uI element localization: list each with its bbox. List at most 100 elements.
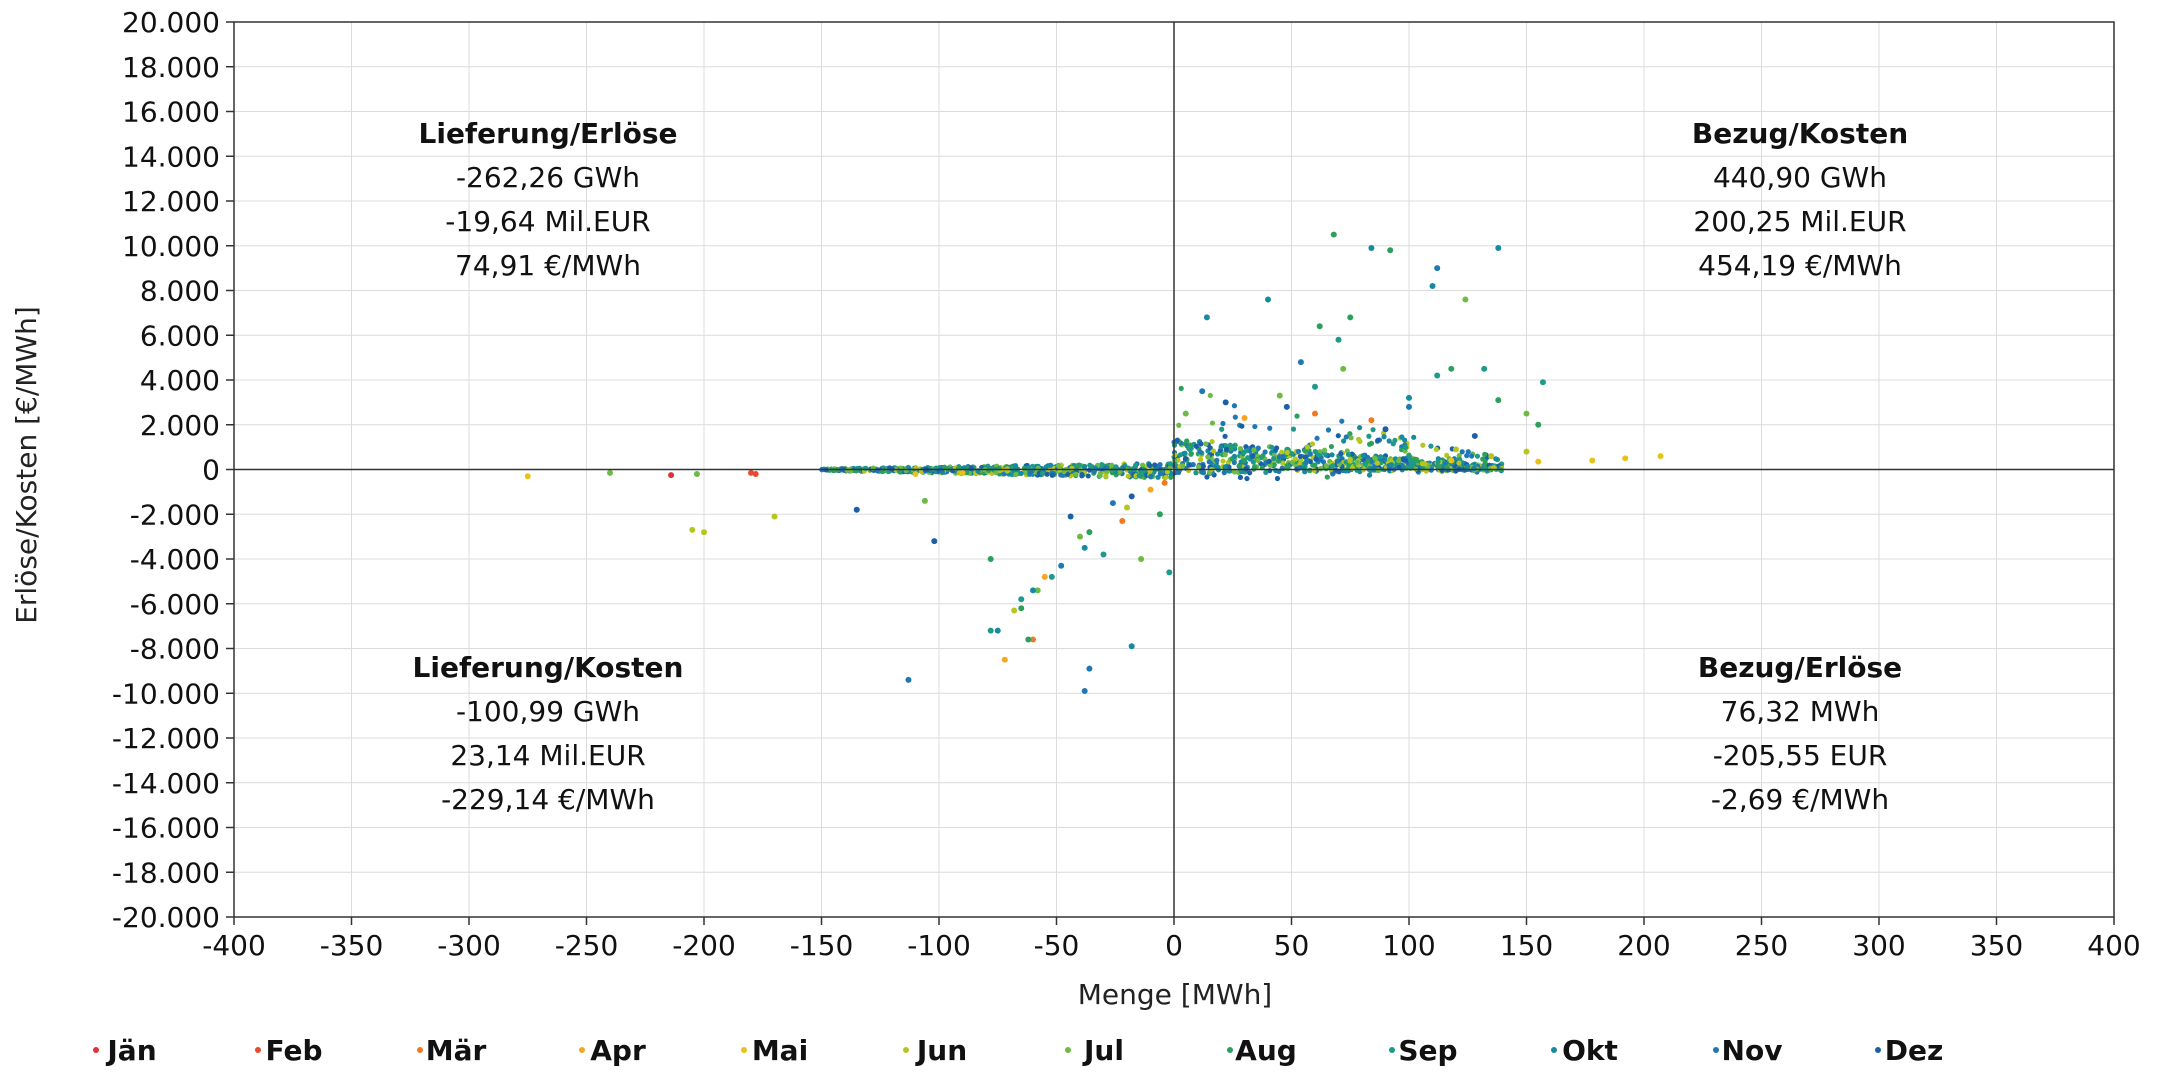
legend-marker <box>1065 1047 1071 1053</box>
legend-label: Mär <box>426 1034 487 1067</box>
data-point <box>1124 504 1130 511</box>
dense-point <box>1465 449 1471 455</box>
legend-item: Sep <box>1389 1034 1458 1067</box>
dense-point <box>1284 449 1290 456</box>
dense-point <box>1339 418 1345 424</box>
data-point <box>1535 421 1542 428</box>
dense-point <box>1289 459 1295 465</box>
dense-point <box>1210 448 1217 454</box>
dense-point <box>1297 453 1303 460</box>
tick-labels: -400 -350 -300 -250 -200 -150 -100 -50 0 50 100 150… <box>112 6 2141 962</box>
dense-point <box>1193 470 1199 476</box>
data-point <box>1034 587 1041 594</box>
dense-point <box>1329 452 1335 458</box>
data-point <box>931 538 938 545</box>
y-tick-label: -12.000 <box>112 722 220 755</box>
data-point <box>1265 296 1271 303</box>
dense-point <box>1410 461 1416 467</box>
dense-point <box>1218 444 1224 450</box>
dense-point <box>1252 464 1258 470</box>
quadrant-line: -205,55 EUR <box>1713 739 1888 772</box>
x-tick-label: -50 <box>1034 929 1080 962</box>
dense-point <box>1294 413 1300 419</box>
dense-point <box>1493 456 1499 462</box>
quadrant-line: -100,99 GWh <box>456 695 640 728</box>
quadrant-label-top-left: Lieferung/Erlöse -262,26 GWh -19,64 Mil.… <box>419 117 678 282</box>
legend-item: Jul <box>1065 1034 1124 1067</box>
dense-point <box>986 467 992 473</box>
data-point <box>1161 479 1168 486</box>
dense-point <box>1428 443 1434 449</box>
dense-point <box>1018 470 1024 477</box>
data-point <box>912 470 919 477</box>
dense-point <box>1399 434 1405 440</box>
dense-point <box>1315 452 1322 458</box>
dense-point <box>1167 461 1174 467</box>
quadrant-title: Lieferung/Erlöse <box>419 117 678 150</box>
dense-point <box>1163 474 1169 480</box>
y-tick-label: 20.000 <box>122 6 220 39</box>
dense-point <box>1271 462 1277 468</box>
legend-item: Aug <box>1227 1034 1297 1067</box>
quadrant-line: 76,32 MWh <box>1721 695 1880 728</box>
data-point <box>1086 665 1093 672</box>
dense-point <box>1188 451 1194 457</box>
dense-point <box>1237 446 1244 452</box>
dense-point <box>1407 457 1413 463</box>
data-point <box>1138 556 1145 562</box>
x-tick-label: 200 <box>1617 929 1670 962</box>
data-point <box>1001 656 1008 663</box>
data-point <box>1312 383 1318 390</box>
dense-point <box>1206 459 1212 465</box>
data-point <box>668 472 675 479</box>
legend-item: Okt <box>1551 1034 1618 1067</box>
dense-point <box>1250 453 1256 459</box>
dense-point <box>1215 451 1221 457</box>
dense-point <box>1205 454 1211 460</box>
dense-point <box>1244 475 1250 482</box>
data-point <box>1081 544 1088 551</box>
quadrant-title: Bezug/Erlöse <box>1698 651 1902 684</box>
dense-point <box>1247 470 1253 476</box>
legend-item: Feb <box>255 1034 323 1067</box>
dense-point <box>1368 440 1375 447</box>
dense-point <box>1058 472 1064 478</box>
dense-point <box>1243 444 1249 450</box>
data-point <box>994 627 1001 634</box>
dense-point <box>1232 414 1238 420</box>
data-point <box>1523 448 1530 455</box>
dense-point <box>1480 456 1486 462</box>
dense-point <box>1290 426 1297 432</box>
dense-point <box>1251 447 1257 453</box>
dense-point <box>1341 438 1347 444</box>
dense-point <box>1195 464 1202 470</box>
dense-point <box>1168 474 1174 480</box>
dense-point <box>1295 448 1302 455</box>
dense-point <box>1255 445 1261 451</box>
y-tick-label: -20.000 <box>112 901 220 934</box>
dense-point <box>1164 469 1170 475</box>
dense-point <box>1028 470 1034 476</box>
legend-item: Mär <box>417 1034 486 1067</box>
dense-point <box>1464 453 1470 459</box>
y-tick-label: -10.000 <box>112 677 220 710</box>
dense-point <box>1103 473 1109 479</box>
y-tick-label: -16.000 <box>112 812 220 845</box>
data-point <box>1462 296 1469 303</box>
dense-point <box>1213 463 1219 469</box>
y-tick-label: 6.000 <box>140 319 220 352</box>
data-point <box>752 470 759 477</box>
dense-point <box>1262 449 1268 455</box>
legend-marker <box>1875 1047 1881 1053</box>
dense-point <box>1255 457 1261 464</box>
dense-point <box>1302 454 1308 460</box>
y-tick-label: -6.000 <box>130 588 220 621</box>
data-point <box>1086 529 1093 536</box>
x-tick-label: -400 <box>202 929 266 962</box>
dense-point <box>1269 444 1275 450</box>
quadrant-line: -262,26 GWh <box>456 161 640 194</box>
dense-point <box>985 463 991 469</box>
data-point <box>987 556 994 562</box>
x-tick-label: 400 <box>2087 929 2140 962</box>
dense-point <box>1302 448 1308 454</box>
